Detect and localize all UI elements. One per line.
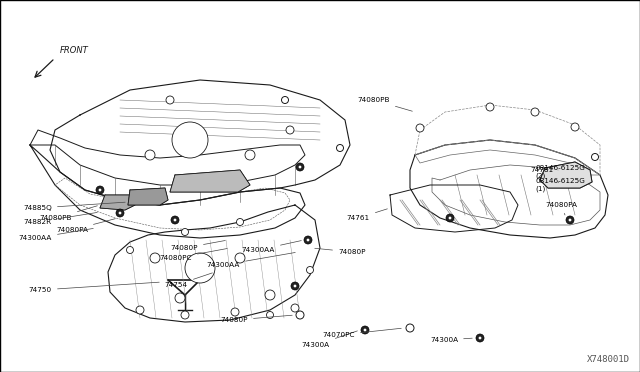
Circle shape [296, 163, 304, 171]
Text: FRONT: FRONT [60, 46, 89, 55]
Circle shape [127, 247, 134, 253]
Circle shape [486, 103, 494, 111]
Text: 74750: 74750 [29, 282, 159, 293]
Text: 74885Q: 74885Q [23, 202, 125, 211]
Polygon shape [170, 170, 250, 192]
Polygon shape [100, 195, 135, 210]
Text: 74300A: 74300A [430, 337, 472, 343]
Circle shape [171, 216, 179, 224]
Circle shape [299, 166, 301, 169]
Circle shape [304, 236, 312, 244]
Circle shape [566, 216, 574, 224]
Text: 74781: 74781 [530, 167, 553, 173]
Circle shape [245, 150, 255, 160]
Circle shape [166, 96, 174, 104]
Circle shape [364, 328, 366, 331]
Circle shape [118, 212, 122, 214]
Circle shape [591, 154, 598, 160]
Text: 74080PB: 74080PB [40, 206, 97, 221]
Text: 74080P: 74080P [315, 248, 365, 255]
Text: 74080PB: 74080PB [358, 97, 412, 111]
Circle shape [294, 285, 296, 288]
Circle shape [173, 219, 177, 221]
Circle shape [361, 326, 369, 334]
Circle shape [307, 266, 314, 273]
Circle shape [175, 293, 185, 303]
Circle shape [291, 282, 299, 290]
Circle shape [145, 150, 155, 160]
Polygon shape [540, 162, 592, 188]
Circle shape [571, 123, 579, 131]
Circle shape [307, 238, 309, 241]
Circle shape [337, 144, 344, 151]
Circle shape [286, 126, 294, 134]
Text: 74080PA: 74080PA [56, 219, 115, 233]
Circle shape [406, 324, 414, 332]
Circle shape [296, 311, 304, 319]
Circle shape [235, 253, 245, 263]
Text: 74300AA: 74300AA [242, 241, 301, 253]
Text: 74754: 74754 [165, 273, 212, 288]
Circle shape [568, 219, 572, 221]
Circle shape [446, 214, 454, 222]
Circle shape [150, 253, 160, 263]
Circle shape [265, 290, 275, 300]
Circle shape [237, 218, 243, 225]
Circle shape [96, 186, 104, 194]
Circle shape [476, 334, 484, 342]
Circle shape [116, 209, 124, 217]
Text: 74080P: 74080P [221, 315, 292, 323]
Text: 74080PC: 74080PC [159, 248, 227, 261]
Circle shape [531, 108, 539, 116]
Text: 74300A: 74300A [302, 331, 357, 348]
Circle shape [266, 311, 273, 318]
Circle shape [449, 217, 451, 219]
Circle shape [99, 189, 101, 192]
Text: 74080P: 74080P [170, 241, 225, 251]
Circle shape [181, 311, 189, 319]
Circle shape [282, 96, 289, 103]
Text: 08146-6125G
(1): 08146-6125G (1) [535, 178, 585, 192]
Circle shape [185, 253, 215, 283]
Text: 74882R: 74882R [24, 212, 97, 225]
Circle shape [479, 337, 481, 339]
Text: 74300AA: 74300AA [19, 228, 93, 241]
Circle shape [136, 306, 144, 314]
Circle shape [182, 228, 189, 235]
Text: 74761: 74761 [347, 209, 387, 221]
Text: 08146-6125G
(2): 08146-6125G (2) [535, 165, 585, 179]
Text: X748001D: X748001D [587, 355, 630, 364]
Polygon shape [128, 188, 168, 205]
Text: 74080PA: 74080PA [545, 202, 577, 215]
Circle shape [291, 304, 299, 312]
Text: 74300AA: 74300AA [207, 253, 295, 268]
Circle shape [416, 124, 424, 132]
Circle shape [172, 122, 208, 158]
Text: 74070PC: 74070PC [323, 328, 401, 338]
Circle shape [231, 308, 239, 316]
